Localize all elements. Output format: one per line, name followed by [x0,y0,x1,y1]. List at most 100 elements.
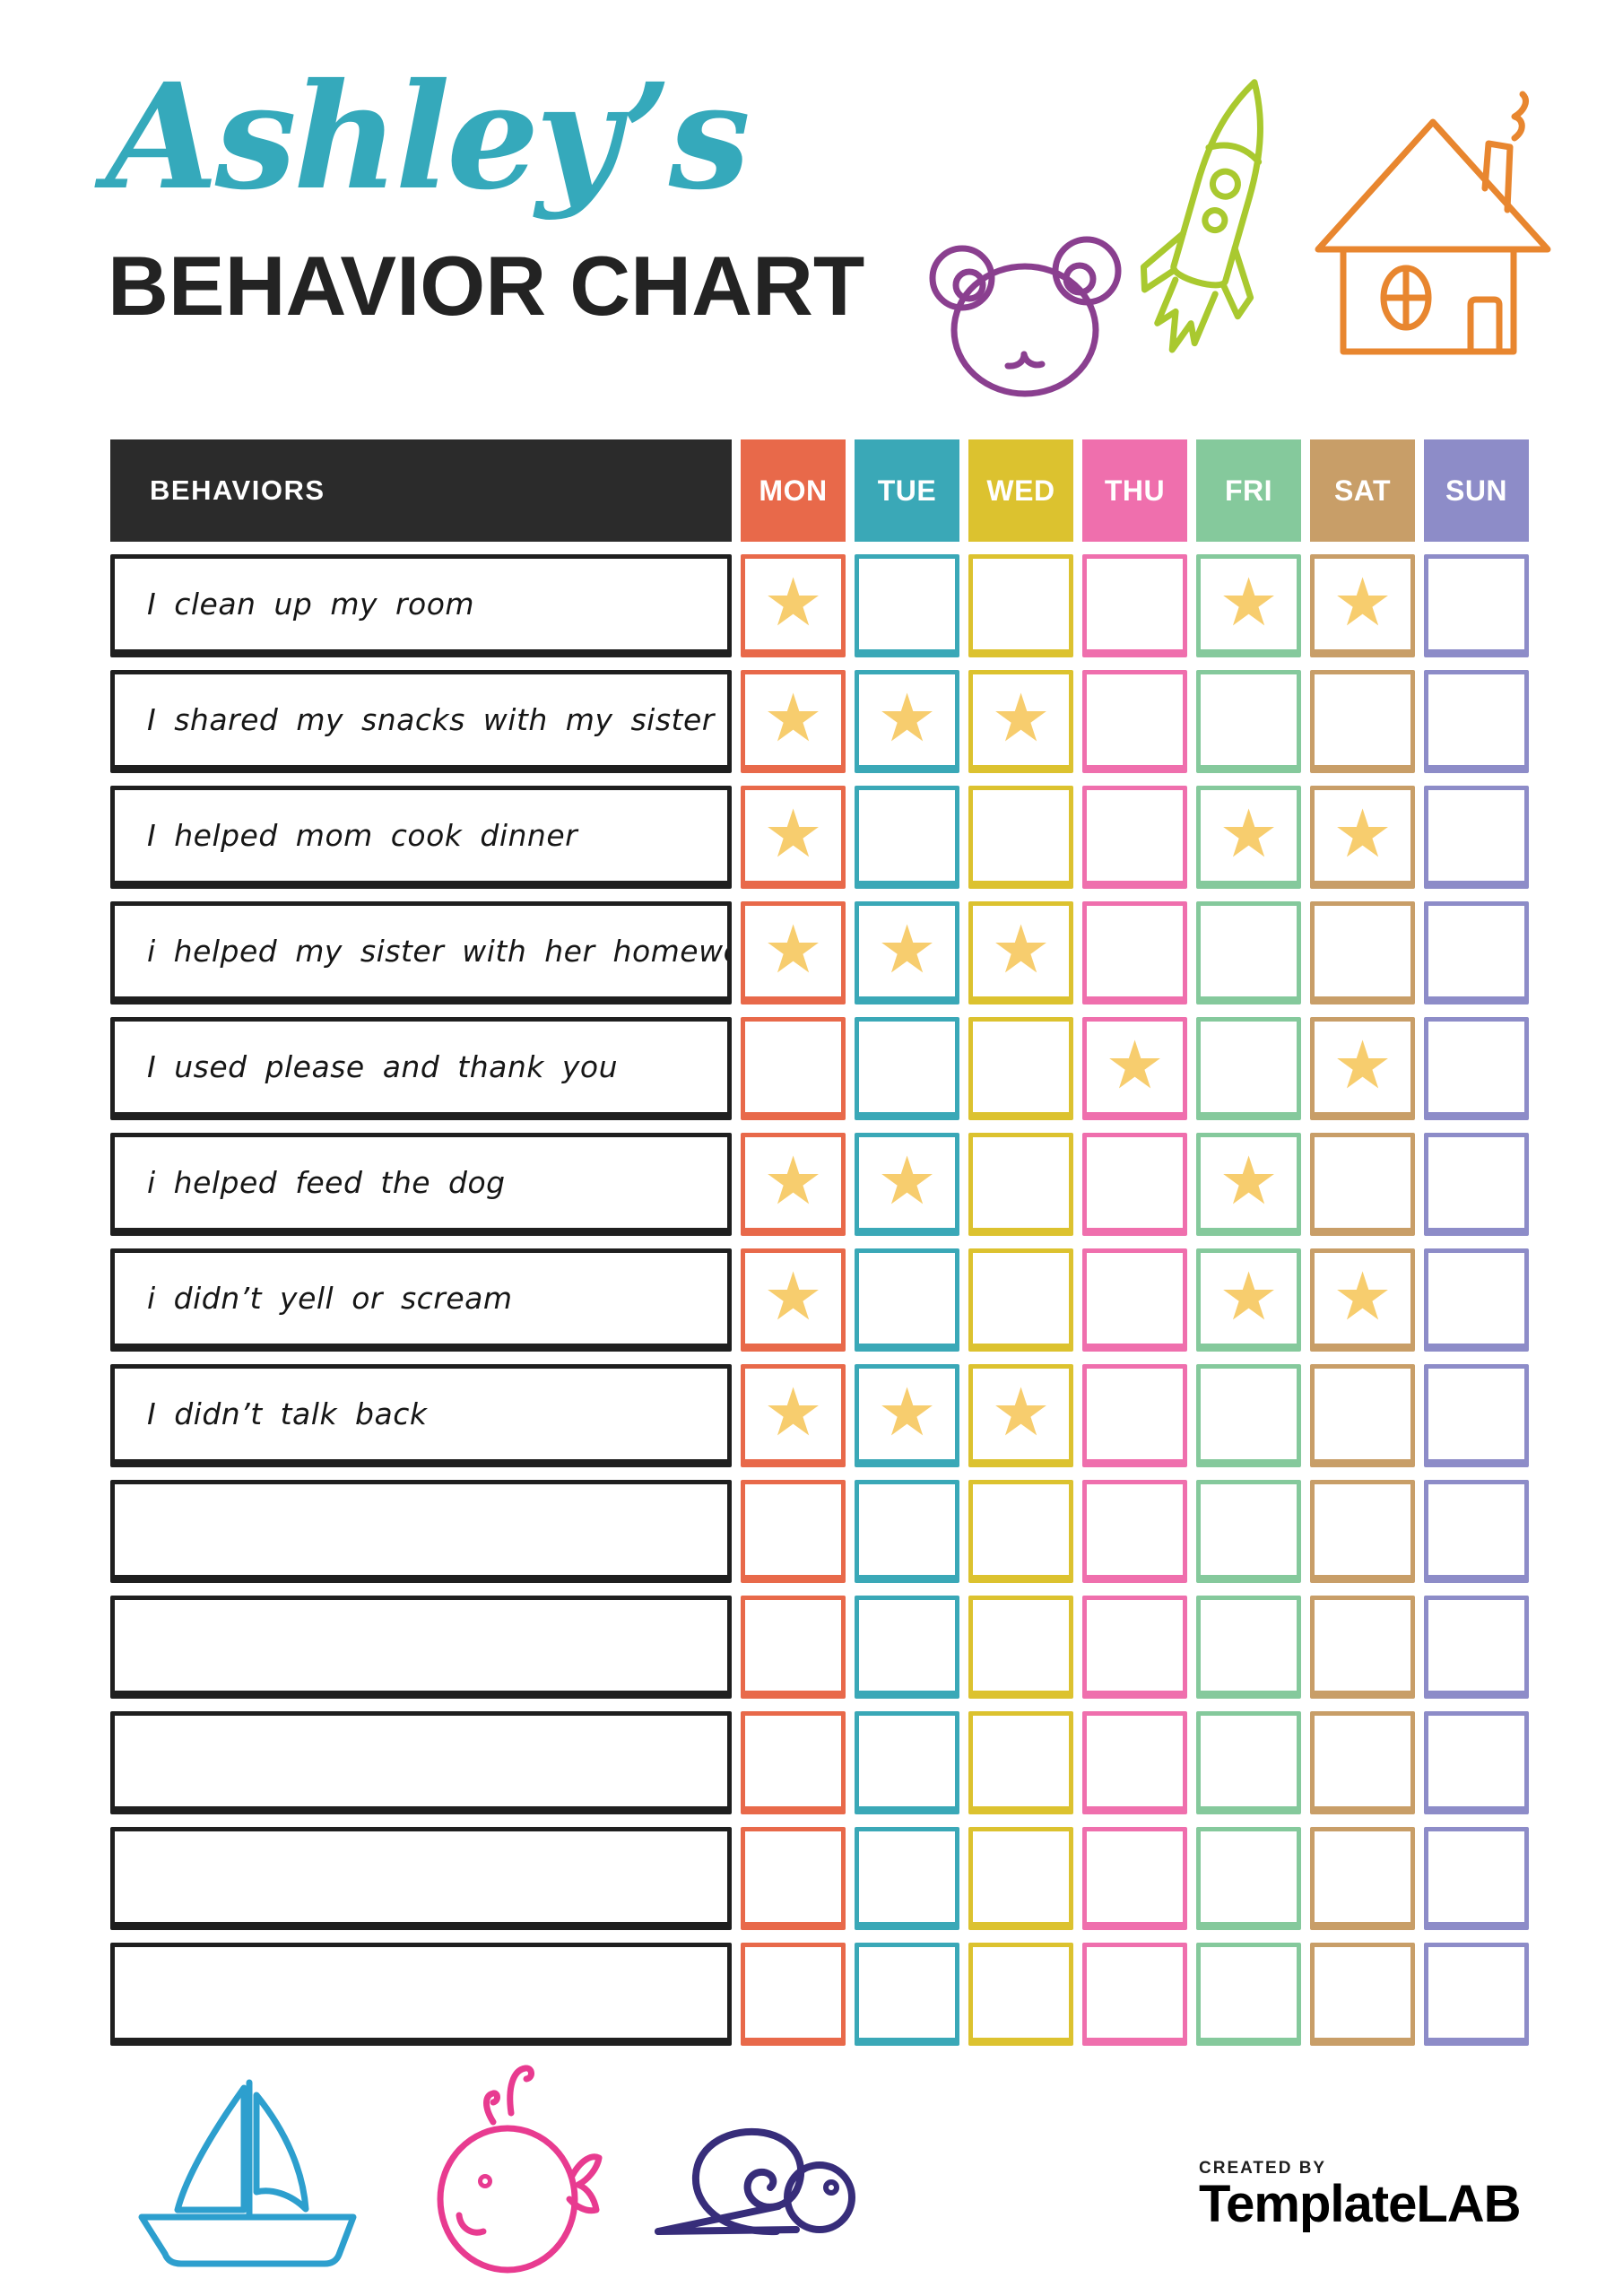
star-cell-thu-row8[interactable] [1082,1364,1187,1467]
star-cell-mon-row6[interactable]: ★ [741,1133,846,1236]
star-cell-tue-row11[interactable] [855,1711,959,1814]
star-cell-mon-row11[interactable] [741,1711,846,1814]
star-cell-thu-row2[interactable] [1082,670,1187,773]
star-cell-sun-row8[interactable] [1424,1364,1529,1467]
star-cell-wed-row11[interactable] [968,1711,1073,1814]
star-cell-mon-row1[interactable]: ★ [741,554,846,657]
star-cell-mon-row3[interactable]: ★ [741,786,846,889]
star-cell-thu-row11[interactable] [1082,1711,1187,1814]
star-cell-sat-row12[interactable] [1310,1827,1415,1930]
star-cell-fri-row7[interactable]: ★ [1196,1248,1301,1352]
star-cell-sat-row9[interactable] [1310,1480,1415,1583]
star-cell-fri-row1[interactable]: ★ [1196,554,1301,657]
star-cell-thu-row13[interactable] [1082,1943,1187,2046]
star-cell-fri-row5[interactable] [1196,1017,1301,1120]
star-cell-tue-row5[interactable] [855,1017,959,1120]
behavior-cell-row11[interactable] [110,1711,732,1814]
star-cell-tue-row8[interactable]: ★ [855,1364,959,1467]
star-cell-tue-row12[interactable] [855,1827,959,1930]
star-cell-sat-row7[interactable]: ★ [1310,1248,1415,1352]
star-cell-sat-row5[interactable]: ★ [1310,1017,1415,1120]
star-cell-sun-row5[interactable] [1424,1017,1529,1120]
star-cell-sat-row11[interactable] [1310,1711,1415,1814]
brand-wordmark: TemplateLAB [1199,2179,1522,2231]
star-cell-sun-row1[interactable] [1424,554,1529,657]
star-cell-tue-row10[interactable] [855,1596,959,1699]
star-cell-fri-row8[interactable] [1196,1364,1301,1467]
star-cell-wed-row2[interactable]: ★ [968,670,1073,773]
star-cell-mon-row13[interactable] [741,1943,846,2046]
star-cell-mon-row8[interactable]: ★ [741,1364,846,1467]
star-cell-tue-row1[interactable] [855,554,959,657]
star-cell-wed-row9[interactable] [968,1480,1073,1583]
star-cell-thu-row9[interactable] [1082,1480,1187,1583]
behavior-cell-row7: i didn’t yell or scream [110,1248,732,1352]
star-cell-tue-row7[interactable] [855,1248,959,1352]
star-cell-wed-row6[interactable] [968,1133,1073,1236]
star-cell-fri-row9[interactable] [1196,1480,1301,1583]
star-cell-mon-row5[interactable] [741,1017,846,1120]
star-cell-tue-row2[interactable]: ★ [855,670,959,773]
star-cell-fri-row10[interactable] [1196,1596,1301,1699]
star-cell-thu-row6[interactable] [1082,1133,1187,1236]
star-cell-mon-row2[interactable]: ★ [741,670,846,773]
star-cell-wed-row10[interactable] [968,1596,1073,1699]
star-cell-sat-row3[interactable]: ★ [1310,786,1415,889]
star-cell-wed-row4[interactable]: ★ [968,901,1073,1004]
star-cell-sat-row8[interactable] [1310,1364,1415,1467]
star-cell-thu-row4[interactable] [1082,901,1187,1004]
star-cell-sat-row4[interactable] [1310,901,1415,1004]
star-cell-sat-row13[interactable] [1310,1943,1415,2046]
star-cell-sat-row10[interactable] [1310,1596,1415,1699]
star-cell-sat-row6[interactable] [1310,1133,1415,1236]
star-cell-thu-row3[interactable] [1082,786,1187,889]
star-cell-wed-row5[interactable] [968,1017,1073,1120]
templatelab-logo[interactable]: CREATED BY TemplateLAB [1199,2160,1522,2231]
star-cell-tue-row9[interactable] [855,1480,959,1583]
behavior-cell-row12[interactable] [110,1827,732,1930]
star-cell-wed-row1[interactable] [968,554,1073,657]
star-cell-sun-row2[interactable] [1424,670,1529,773]
star-cell-fri-row13[interactable] [1196,1943,1301,2046]
star-cell-mon-row10[interactable] [741,1596,846,1699]
star-cell-fri-row3[interactable]: ★ [1196,786,1301,889]
star-cell-wed-row7[interactable] [968,1248,1073,1352]
star-cell-thu-row1[interactable] [1082,554,1187,657]
star-icon: ★ [1219,563,1279,641]
star-cell-sun-row6[interactable] [1424,1133,1529,1236]
star-cell-wed-row12[interactable] [968,1827,1073,1930]
behavior-cell-row10[interactable] [110,1596,732,1699]
star-cell-sun-row9[interactable] [1424,1480,1529,1583]
star-cell-sun-row11[interactable] [1424,1711,1529,1814]
star-cell-thu-row12[interactable] [1082,1827,1187,1930]
star-cell-mon-row7[interactable]: ★ [741,1248,846,1352]
star-cell-sun-row7[interactable] [1424,1248,1529,1352]
star-cell-sat-row2[interactable] [1310,670,1415,773]
behavior-cell-row9[interactable] [110,1480,732,1583]
star-cell-fri-row11[interactable] [1196,1711,1301,1814]
star-cell-wed-row13[interactable] [968,1943,1073,2046]
star-cell-tue-row6[interactable]: ★ [855,1133,959,1236]
star-cell-fri-row12[interactable] [1196,1827,1301,1930]
star-cell-sun-row12[interactable] [1424,1827,1529,1930]
star-cell-sat-row1[interactable]: ★ [1310,554,1415,657]
star-cell-fri-row2[interactable] [1196,670,1301,773]
star-cell-thu-row7[interactable] [1082,1248,1187,1352]
star-cell-sun-row3[interactable] [1424,786,1529,889]
star-cell-fri-row6[interactable]: ★ [1196,1133,1301,1236]
star-cell-wed-row8[interactable]: ★ [968,1364,1073,1467]
star-cell-mon-row9[interactable] [741,1480,846,1583]
star-cell-wed-row3[interactable] [968,786,1073,889]
star-cell-sun-row10[interactable] [1424,1596,1529,1699]
star-cell-sun-row13[interactable] [1424,1943,1529,2046]
star-cell-mon-row4[interactable]: ★ [741,901,846,1004]
star-cell-fri-row4[interactable] [1196,901,1301,1004]
star-cell-tue-row3[interactable] [855,786,959,889]
star-cell-tue-row4[interactable]: ★ [855,901,959,1004]
star-cell-tue-row13[interactable] [855,1943,959,2046]
star-cell-thu-row10[interactable] [1082,1596,1187,1699]
star-cell-mon-row12[interactable] [741,1827,846,1930]
star-cell-thu-row5[interactable]: ★ [1082,1017,1187,1120]
star-cell-sun-row4[interactable] [1424,901,1529,1004]
behavior-cell-row13[interactable] [110,1943,732,2046]
